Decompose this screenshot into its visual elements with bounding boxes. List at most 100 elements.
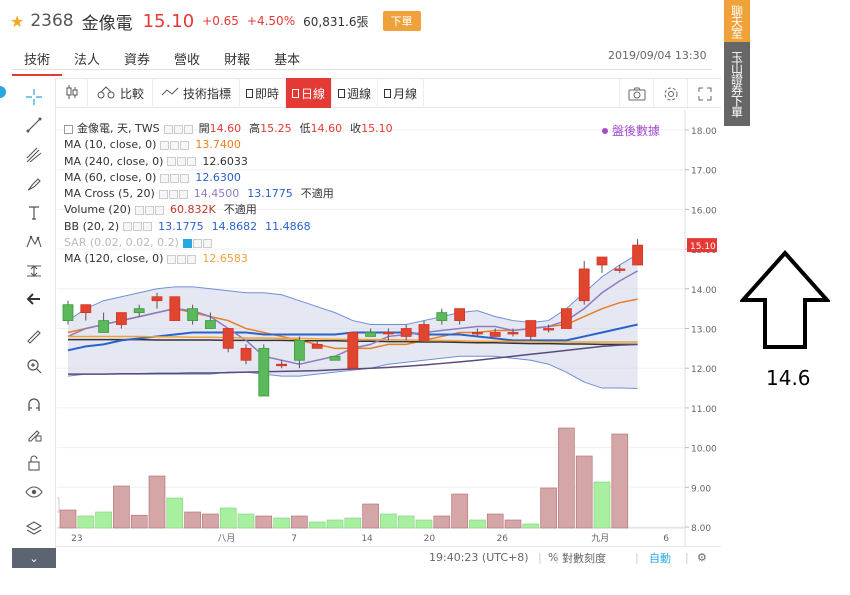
legend-indicator-row[interactable]: SAR (0.02, 0.02, 0.2) — [64, 235, 401, 251]
indicator-value: 12.6033 — [202, 154, 248, 168]
indicator-buttons[interactable] — [135, 206, 164, 216]
time-axis-tick: 九月 — [591, 533, 609, 544]
tab-financials[interactable]: 財報 — [224, 53, 251, 68]
period-realtime[interactable]: 即時 — [240, 78, 287, 108]
stock-header: ★ 2368 金像電 15.10 +0.65 +4.50% 60,831.6張 … — [10, 8, 421, 34]
tab-technical[interactable]: 技術 — [12, 46, 63, 76]
volume-bar — [469, 519, 486, 529]
indicator-value: 12.6300 — [195, 170, 241, 184]
current-price-label: 15.10 — [690, 242, 716, 252]
volume-bar — [397, 515, 415, 529]
volume-bar — [202, 513, 219, 529]
auto-scale-toggle[interactable]: 自動 — [649, 551, 671, 565]
legend-buttons[interactable] — [163, 124, 193, 134]
layers-icon[interactable] — [23, 518, 45, 540]
legend-indicator-row[interactable]: MA Cross (5, 20) 14.4500 13.1775 不適用 — [64, 186, 401, 202]
candle-style-icon — [65, 84, 79, 103]
volume-bar — [380, 513, 397, 529]
compare-button[interactable]: 比較 — [88, 78, 154, 108]
percent-scale-toggle[interactable]: % — [548, 551, 559, 564]
drawing-toolbar — [12, 78, 56, 568]
candle-body — [596, 256, 608, 266]
back-arrow-icon[interactable] — [23, 288, 45, 310]
ruler-icon[interactable] — [23, 326, 45, 348]
chart-canvas[interactable]: 18.0017.0016.0015.0014.0013.0012.0011.00… — [57, 110, 721, 546]
period-daily[interactable]: 日線 — [286, 78, 333, 108]
indicator-buttons[interactable] — [167, 255, 197, 265]
indicator-buttons[interactable] — [160, 140, 190, 150]
legend-indicator-row[interactable]: MA (10, close, 0) 13.7400 — [64, 137, 401, 153]
candle-body — [400, 328, 412, 337]
crosshair-icon[interactable] — [23, 86, 45, 108]
legend-indicator-row[interactable]: MA (60, close, 0) 12.6300 — [64, 170, 401, 186]
stock-code: 2368 — [30, 11, 74, 31]
tab-margin[interactable]: 資券 — [124, 53, 151, 68]
volume-bar — [237, 513, 255, 529]
volume-bar — [593, 481, 611, 529]
indicator-value: 13.7400 — [195, 138, 241, 152]
text-tool-icon[interactable] — [23, 202, 45, 224]
indicator-buttons[interactable] — [158, 189, 188, 199]
legend-indicator-row[interactable]: Volume (20) 60.832K 不適用 — [64, 202, 401, 218]
broker-order-tab[interactable]: 玉山證券下單 — [724, 42, 750, 126]
tab-basic[interactable]: 基本 — [274, 53, 301, 68]
favorite-star-icon[interactable]: ★ — [10, 11, 25, 31]
pattern-icon[interactable] — [23, 231, 45, 253]
log-scale-toggle[interactable]: 對數刻度 — [562, 551, 606, 565]
trend-line-icon[interactable] — [23, 114, 45, 136]
legend-indicator-row[interactable]: MA (120, close, 0) 12.6583 — [64, 251, 401, 267]
unlock-icon[interactable] — [23, 452, 45, 474]
collapse-legend-icon[interactable] — [64, 124, 73, 134]
tab-institutional[interactable]: 法人 — [74, 53, 101, 68]
legend-title: 金像電, 天, TWS — [77, 122, 160, 135]
volume-bar — [344, 517, 362, 529]
volume-bar — [113, 485, 130, 529]
indicator-buttons[interactable] — [182, 238, 212, 248]
fullscreen-icon[interactable] — [687, 79, 721, 109]
settings-gear-icon[interactable] — [653, 79, 687, 109]
pitchfork-icon[interactable] — [23, 144, 45, 166]
period-monthly[interactable]: 月線 — [378, 78, 425, 108]
magnet-icon[interactable] — [23, 394, 45, 416]
camera-icon[interactable] — [619, 79, 653, 109]
indicator-value: 不適用 — [223, 203, 257, 217]
zoom-in-icon[interactable] — [23, 355, 45, 377]
measure-icon[interactable] — [23, 260, 45, 282]
chevron-down-icon: ⌄ — [29, 551, 39, 565]
legend-indicator-row[interactable]: BB (20, 2) 13.1775 14.8682 11.4868 — [64, 219, 401, 235]
order-button[interactable]: 下單 — [382, 11, 421, 31]
side-panel-tabs: 聊天室 玉山證券下單 — [724, 0, 750, 126]
volume-bar — [184, 511, 201, 529]
chart-style-button[interactable] — [57, 78, 88, 108]
candle-body — [222, 328, 234, 349]
chat-room-tab[interactable]: 聊天室 — [724, 0, 750, 42]
indicator-buttons[interactable] — [160, 173, 190, 183]
eye-icon[interactable] — [23, 481, 45, 503]
candle-body — [365, 332, 377, 337]
time-axis-tick: 7 — [291, 534, 297, 544]
indicator-buttons[interactable] — [167, 157, 197, 167]
status-settings-gear-icon[interactable]: ⚙ — [697, 551, 707, 564]
lock-drawing-icon[interactable] — [23, 423, 45, 445]
legend-indicator-row[interactable]: MA (240, close, 0) 12.6033 — [64, 154, 401, 170]
volume-bar — [433, 515, 451, 529]
candle-body — [436, 312, 448, 321]
indicators-button[interactable]: 技術指標 — [153, 78, 241, 108]
price-chart[interactable]: 18.0017.0016.0015.0014.0013.0012.0011.00… — [57, 110, 721, 546]
after-hours-data[interactable]: 盤後數據 — [602, 122, 660, 139]
indicator-label: Volume (20) — [64, 203, 131, 217]
price-change-pct: +4.50% — [246, 14, 296, 28]
side-handle[interactable] — [0, 86, 6, 98]
period-icon — [338, 88, 346, 98]
period-weekly[interactable]: 週線 — [332, 78, 379, 108]
chart-toolbar: 比較 技術指標 即時 日線 週線 月線 — [57, 78, 721, 109]
price-axis-tick: 11.00 — [691, 405, 717, 415]
close-label: 收 — [350, 122, 362, 135]
indicator-buttons[interactable] — [123, 222, 153, 232]
tab-revenue[interactable]: 營收 — [174, 53, 201, 68]
candle-body — [507, 332, 519, 335]
low-value: 14.60 — [310, 122, 343, 135]
brush-icon[interactable] — [23, 173, 45, 195]
toolbar-collapse-button[interactable]: ⌄ — [12, 548, 56, 568]
indicator-label: MA Cross (5, 20) — [64, 187, 155, 201]
